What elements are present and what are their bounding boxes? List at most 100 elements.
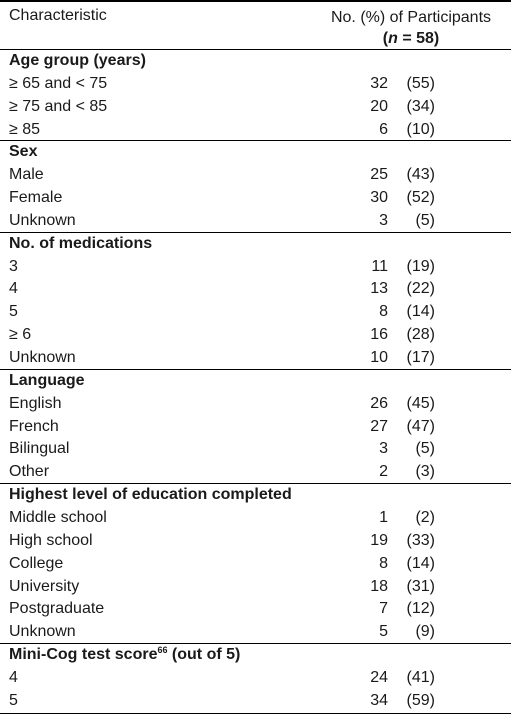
row-label: 4 — [9, 669, 18, 686]
section-header: Age group (years) — [0, 49, 511, 72]
section-rule — [0, 483, 511, 484]
row-label: ≥ 75 and < 85 — [9, 98, 108, 115]
row-label: French — [9, 418, 59, 435]
row-count: 11 — [371, 258, 388, 275]
section-title: Mini-Cog test score66 (out of 5) — [9, 643, 240, 666]
section-title: Age group (years) — [9, 49, 146, 72]
row-count: 32 — [370, 75, 388, 92]
row-label: University — [9, 578, 80, 595]
row-percent: (33) — [406, 532, 435, 549]
row-count: 8 — [379, 555, 388, 572]
table-row: ≥ 75 and < 85 20 (34) — [0, 95, 511, 118]
table-row: ≥ 65 and < 75 32 (55) — [0, 72, 511, 95]
section-title-text: Sex — [9, 143, 38, 160]
row-label: Female — [9, 189, 63, 206]
row-percent: (12) — [406, 600, 435, 617]
characteristic-header: Characteristic — [9, 7, 107, 24]
row-label: Unknown — [9, 349, 76, 366]
participants-header: No. (%) of Participants (n = 58) — [316, 7, 506, 49]
section-title-suffix: (out of 5) — [167, 646, 241, 663]
table-row: English 26 (45) — [0, 392, 511, 415]
table-row: French 27 (47) — [0, 415, 511, 438]
section-header: Highest level of education completed — [0, 483, 511, 506]
row-label: High school — [9, 532, 93, 549]
participants-header-n: (n = 58) — [382, 30, 440, 47]
row-percent: (9) — [415, 623, 435, 640]
reference-superscript: 66 — [157, 645, 168, 655]
row-percent: (28) — [406, 326, 435, 343]
row-count: 18 — [370, 578, 388, 595]
table-row: Unknown 10 (17) — [0, 346, 511, 369]
section-title-text: Mini-Cog test score — [9, 646, 158, 663]
row-label: Unknown — [9, 212, 76, 229]
table-row: 5 8 (14) — [0, 300, 511, 323]
section-header: No. of medications — [0, 232, 511, 255]
row-percent: (22) — [406, 280, 435, 297]
row-count: 24 — [370, 669, 388, 686]
table-row: ≥ 85 6 (10) — [0, 118, 511, 141]
row-count: 2 — [379, 463, 388, 480]
row-label: 4 — [9, 280, 18, 297]
table-row: Male 25 (43) — [0, 163, 511, 186]
row-count: 19 — [370, 532, 388, 549]
top-rule — [0, 0, 511, 2]
table-row: University 18 (31) — [0, 575, 511, 598]
row-percent: (5) — [415, 212, 435, 229]
row-label: Other — [9, 463, 50, 480]
row-percent: (10) — [406, 121, 435, 138]
section-header: Sex — [0, 140, 511, 163]
table-row: Postgraduate 7 (12) — [0, 597, 511, 620]
table-row: Unknown 5 (9) — [0, 620, 511, 643]
row-percent: (5) — [415, 440, 435, 457]
row-count: 30 — [370, 189, 388, 206]
row-percent: (52) — [406, 189, 435, 206]
row-count: 25 — [370, 166, 388, 183]
table-row: College 8 (14) — [0, 552, 511, 575]
row-label: Postgraduate — [9, 600, 105, 617]
row-label: Middle school — [9, 509, 107, 526]
section-rule — [0, 643, 511, 644]
participants-header-line1: No. (%) of Participants — [330, 9, 492, 26]
table-row: 5 34 (59) — [0, 689, 511, 712]
section-title: Language — [9, 369, 85, 392]
section-header: Language — [0, 369, 511, 392]
row-percent: (34) — [406, 98, 435, 115]
row-label: College — [9, 555, 64, 572]
row-percent: (45) — [406, 395, 435, 412]
row-percent: (3) — [415, 463, 435, 480]
table-row: Other 2 (3) — [0, 460, 511, 483]
row-percent: (41) — [406, 669, 435, 686]
section-title: Sex — [9, 140, 37, 163]
row-percent: (2) — [415, 509, 435, 526]
row-count: 7 — [379, 600, 388, 617]
row-percent: (47) — [406, 418, 435, 435]
row-label: Unknown — [9, 623, 76, 640]
row-percent: (14) — [406, 303, 435, 320]
row-count: 27 — [370, 418, 388, 435]
row-count: 13 — [370, 280, 388, 297]
table-row: 3 11 (19) — [0, 255, 511, 278]
row-label: ≥ 85 — [9, 121, 41, 138]
section-title: Highest level of education completed — [9, 483, 292, 506]
header-rule — [0, 49, 511, 50]
table-row: Bilingual 3 (5) — [0, 437, 511, 460]
row-count: 34 — [370, 692, 388, 709]
bottom-rule — [0, 713, 511, 714]
table-row: Female 30 (52) — [0, 186, 511, 209]
row-count: 10 — [370, 349, 388, 366]
row-label: 5 — [9, 303, 18, 320]
section-rule — [0, 140, 511, 141]
row-count: 26 — [370, 395, 388, 412]
row-count: 5 — [379, 623, 388, 640]
row-label: Bilingual — [9, 440, 70, 457]
table-row: Unknown 3 (5) — [0, 209, 511, 232]
row-count: 3 — [379, 212, 388, 229]
row-percent: (43) — [406, 166, 435, 183]
row-percent: (55) — [406, 75, 435, 92]
section-title-text: No. of medications — [9, 235, 153, 252]
table-row: 4 24 (41) — [0, 666, 511, 689]
row-count: 20 — [370, 98, 388, 115]
row-label: Male — [9, 166, 44, 183]
section-title-text: Highest level of education completed — [9, 486, 292, 503]
section-title-text: Language — [9, 372, 85, 389]
